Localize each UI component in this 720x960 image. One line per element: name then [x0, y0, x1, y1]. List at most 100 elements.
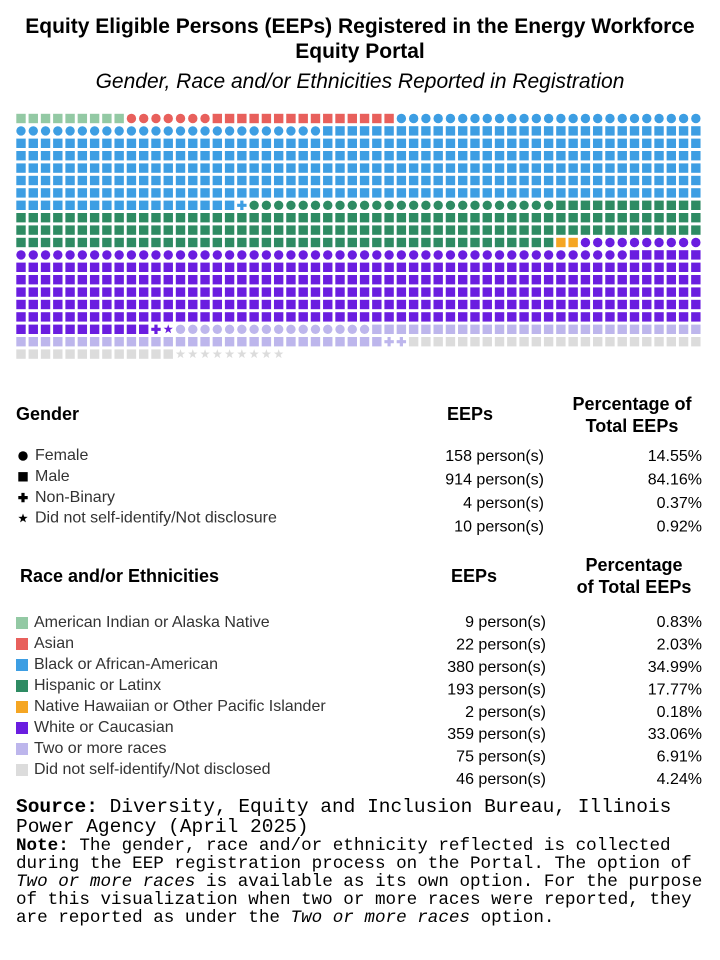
waffle-cell: [654, 337, 664, 347]
waffle-cell: [654, 213, 664, 223]
waffle-cell: [384, 151, 394, 161]
waffle-cell: [568, 287, 578, 297]
waffle-cell: [629, 138, 640, 148]
waffle-cell: [580, 200, 591, 210]
waffle-cell: [605, 262, 615, 272]
waffle-cell: [592, 138, 603, 148]
waffle-cell: [298, 200, 308, 210]
waffle-cell: [691, 275, 701, 285]
waffle-cell: [200, 299, 210, 310]
waffle-cell: [77, 287, 88, 297]
waffle-cell: [200, 349, 210, 359]
waffle-cell: [568, 250, 578, 260]
waffle-cell: [666, 237, 677, 248]
waffle-cell: [384, 287, 394, 297]
waffle-cell: [347, 287, 357, 297]
waffle-cell: [151, 151, 161, 161]
waffle-cell: [666, 151, 677, 161]
waffle-cell: [629, 225, 640, 235]
waffle-cell: [494, 299, 505, 310]
waffle-cell: [89, 250, 100, 260]
waffle-cell: [175, 324, 186, 334]
waffle-cell: [200, 237, 210, 248]
waffle-cell: [678, 200, 689, 210]
waffle-cell: [629, 175, 640, 186]
waffle-cell: [470, 337, 480, 347]
waffle-cell: [654, 225, 664, 235]
waffle-cell: [666, 126, 677, 136]
waffle-cell: [53, 175, 63, 186]
waffle-cell: [212, 262, 223, 272]
waffle-cell: [592, 213, 603, 223]
waffle-cell: [175, 200, 186, 210]
waffle-cell: [102, 237, 112, 248]
waffle-cell: [568, 225, 578, 235]
waffle-cell: [139, 324, 149, 334]
count-label: 914 person(s): [445, 472, 544, 489]
waffle-cell: [114, 213, 124, 223]
waffle-cell: [102, 262, 112, 272]
waffle-cell: [212, 126, 223, 136]
waffle-cell: [359, 113, 370, 124]
waffle-cell: [175, 151, 186, 161]
waffle-cell: [347, 200, 357, 210]
waffle-cell: [261, 126, 272, 136]
waffle-cell: [151, 188, 161, 198]
waffle-cell: [458, 225, 468, 235]
waffle-cell: [212, 275, 223, 285]
waffle-cell: [519, 113, 529, 124]
waffle-cell: [310, 225, 321, 235]
waffle-cell: [433, 299, 443, 310]
waffle-cell: [273, 324, 284, 334]
waffle-cell: [273, 126, 284, 136]
waffle-cell: [114, 175, 124, 186]
waffle-cell: [212, 337, 223, 347]
waffle-cell: [629, 337, 640, 347]
waffle-cell: [249, 250, 259, 260]
waffle-cell: [77, 225, 88, 235]
waffle-cell: [372, 151, 382, 161]
waffle-cell: [175, 225, 186, 235]
waffle-cell: [543, 287, 554, 297]
waffle-cell: [16, 188, 26, 198]
waffle-cell: [298, 113, 308, 124]
legend-swatch: [16, 722, 28, 734]
waffle-cell: [89, 275, 100, 285]
waffle-cell: [102, 151, 112, 161]
waffle-cell: [494, 262, 505, 272]
waffle-cell: [273, 188, 284, 198]
waffle-cell: [298, 225, 308, 235]
waffle-cell: [273, 237, 284, 248]
waffle-cell: [249, 188, 259, 198]
waffle-cell: [482, 151, 492, 161]
waffle-cell: [507, 213, 517, 223]
waffle-cell: [28, 213, 38, 223]
waffle-cell: [323, 175, 333, 186]
note-text: Two or more races: [16, 872, 196, 892]
waffle-cell: [519, 138, 529, 148]
waffle-cell: [273, 299, 284, 310]
waffle-cell: [629, 287, 640, 297]
waffle-cell: [310, 151, 321, 161]
waffle-cell: [212, 287, 223, 297]
waffle-cell: [249, 262, 259, 272]
waffle-cell: [77, 163, 88, 173]
waffle-cell: [458, 163, 468, 173]
waffle-cell: [16, 250, 26, 260]
waffle-cell: [335, 312, 345, 322]
waffle-cell: [347, 163, 357, 173]
waffle-cell: [261, 349, 272, 359]
waffle-cell: [445, 213, 456, 223]
waffle-cell: [568, 200, 578, 210]
waffle-cell: [691, 312, 701, 322]
waffle-cell: [372, 225, 382, 235]
waffle-cell: [482, 337, 492, 347]
waffle-cell: [678, 250, 689, 260]
waffle-cell: [507, 324, 517, 334]
waffle-cell: [617, 200, 627, 210]
waffle-cell: [678, 151, 689, 161]
waffle-cell: [40, 151, 51, 161]
waffle-cell: [359, 250, 370, 260]
waffle-cell: [53, 324, 63, 334]
count-label: 4 person(s): [463, 495, 544, 512]
